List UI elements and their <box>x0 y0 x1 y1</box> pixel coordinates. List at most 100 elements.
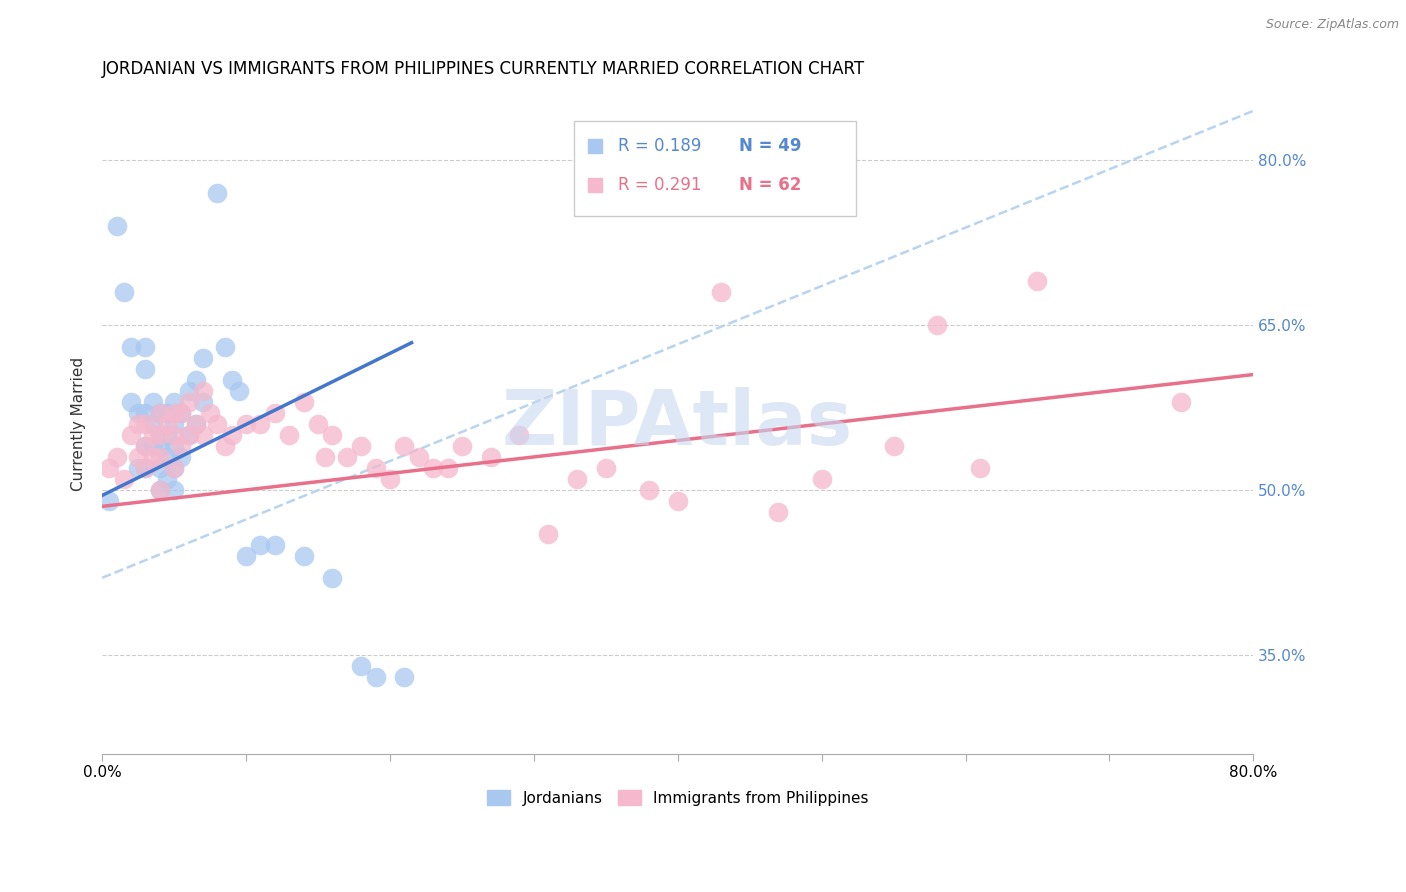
Point <box>249 417 271 431</box>
Point <box>156 472 179 486</box>
Point <box>364 670 387 684</box>
Point <box>142 450 165 464</box>
Point <box>134 362 156 376</box>
Point <box>883 439 905 453</box>
Point <box>768 505 790 519</box>
Point <box>925 318 948 332</box>
Point <box>191 384 214 398</box>
Point <box>350 439 373 453</box>
Text: R = 0.291: R = 0.291 <box>617 177 702 194</box>
Point <box>134 461 156 475</box>
Point <box>565 472 588 486</box>
Point <box>163 461 186 475</box>
Point <box>221 428 243 442</box>
Point <box>321 571 343 585</box>
Point <box>408 450 430 464</box>
Point <box>134 439 156 453</box>
Point <box>207 417 229 431</box>
Point <box>177 428 200 442</box>
Point <box>149 483 172 497</box>
Point <box>235 549 257 563</box>
Point <box>666 494 689 508</box>
Point <box>163 428 186 442</box>
Point <box>184 373 207 387</box>
Point <box>263 538 285 552</box>
Point <box>228 384 250 398</box>
Point <box>537 526 560 541</box>
Point <box>278 428 301 442</box>
Point <box>436 461 458 475</box>
Point <box>134 461 156 475</box>
Point <box>479 450 502 464</box>
Point <box>170 406 193 420</box>
Point <box>969 461 991 475</box>
Point <box>156 417 179 431</box>
Point <box>105 219 128 234</box>
Point <box>394 439 416 453</box>
Point <box>134 439 156 453</box>
Point <box>156 406 179 420</box>
Point <box>214 439 236 453</box>
Point <box>98 461 121 475</box>
Point <box>149 483 172 497</box>
Point <box>120 340 142 354</box>
Point <box>149 439 172 453</box>
Point <box>163 461 186 475</box>
Point <box>394 670 416 684</box>
Point <box>163 395 186 409</box>
Point <box>191 351 214 365</box>
Point <box>163 439 186 453</box>
Point <box>170 439 193 453</box>
Point <box>191 428 214 442</box>
Point <box>177 395 200 409</box>
Point <box>127 450 149 464</box>
Point <box>149 406 172 420</box>
Text: N = 62: N = 62 <box>738 177 801 194</box>
Point <box>292 395 315 409</box>
Point <box>314 450 336 464</box>
Point <box>595 461 617 475</box>
Point <box>120 395 142 409</box>
Point <box>184 417 207 431</box>
Point <box>184 417 207 431</box>
Point <box>134 417 156 431</box>
Point <box>142 395 165 409</box>
Legend: Jordanians, Immigrants from Philippines: Jordanians, Immigrants from Philippines <box>481 783 875 812</box>
Point <box>638 483 661 497</box>
Point <box>307 417 329 431</box>
Point <box>156 428 179 442</box>
Point <box>1026 274 1049 288</box>
Point <box>292 549 315 563</box>
Point <box>198 406 221 420</box>
Point <box>163 406 186 420</box>
Point <box>177 428 200 442</box>
Point <box>321 428 343 442</box>
Point <box>112 285 135 300</box>
Point <box>263 406 285 420</box>
Point <box>134 406 156 420</box>
Point <box>451 439 474 453</box>
Point <box>127 417 149 431</box>
Point <box>710 285 733 300</box>
Point <box>156 450 179 464</box>
Point <box>177 384 200 398</box>
Text: Source: ZipAtlas.com: Source: ZipAtlas.com <box>1265 18 1399 31</box>
Point <box>207 186 229 201</box>
Point <box>1170 395 1192 409</box>
Point <box>249 538 271 552</box>
Point <box>142 439 165 453</box>
Point <box>127 461 149 475</box>
Point <box>422 461 444 475</box>
Point <box>120 428 142 442</box>
Text: ZIPAtlas: ZIPAtlas <box>502 387 853 461</box>
FancyBboxPatch shape <box>574 120 856 217</box>
Point <box>112 472 135 486</box>
Point <box>191 395 214 409</box>
Point <box>214 340 236 354</box>
Point <box>170 406 193 420</box>
Point <box>149 428 172 442</box>
Text: R = 0.189: R = 0.189 <box>617 136 702 155</box>
Point <box>378 472 401 486</box>
Point <box>142 417 165 431</box>
Point <box>235 417 257 431</box>
